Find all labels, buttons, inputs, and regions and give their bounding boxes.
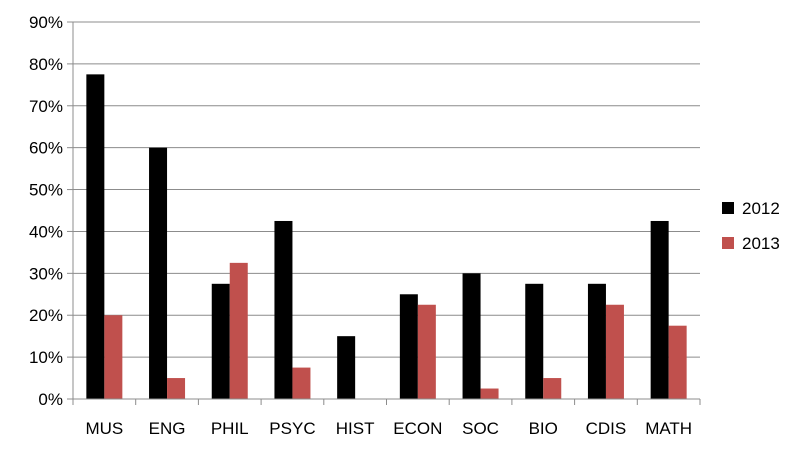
x-tick-label-bio: BIO xyxy=(529,419,558,438)
x-tick-label-econ: ECON xyxy=(393,419,442,438)
y-axis-tick-labels: 0% 10% 20% 30% 40% 50% 60% 70% 80% 90% xyxy=(29,13,63,409)
bar-2013-cdis xyxy=(605,304,624,399)
bar-2013-econ xyxy=(417,304,436,399)
gridlines xyxy=(67,21,700,400)
bar-2012-eng xyxy=(149,147,168,399)
bar-2012-hist xyxy=(337,336,356,399)
legend-swatch-2012 xyxy=(722,202,734,214)
bar-2012-math xyxy=(650,220,669,399)
y-tick-label: 80% xyxy=(29,55,63,74)
y-tick-label: 30% xyxy=(29,264,63,283)
x-tick-label-psyc: PSYC xyxy=(269,419,315,438)
bar-2012-psyc xyxy=(274,220,293,399)
x-tick-label-math: MATH xyxy=(645,419,692,438)
y-tick-label: 0% xyxy=(38,390,63,409)
bar-2012-cdis xyxy=(587,283,606,399)
y-tick-label: 20% xyxy=(29,306,63,325)
bar-2013-bio xyxy=(543,378,562,399)
x-axis-tick-labels: MUS ENG PHIL PSYC HIST ECON SOC BIO CDIS MATH xyxy=(85,419,692,438)
bar-2013-soc xyxy=(480,388,499,399)
bar-2013-phil xyxy=(229,262,248,399)
x-tick-label-hist: HIST xyxy=(336,419,375,438)
y-tick-label: 10% xyxy=(29,348,63,367)
bar-2012-soc xyxy=(462,273,481,399)
y-tick-label: 90% xyxy=(29,13,63,32)
x-tick-label-soc: SOC xyxy=(462,419,499,438)
bar-2013-mus xyxy=(104,315,123,399)
axes xyxy=(72,22,701,405)
y-tick-label: 50% xyxy=(29,181,63,200)
legend: 2012 2013 xyxy=(722,199,780,253)
y-tick-label: 60% xyxy=(29,139,63,158)
legend-swatch-2013 xyxy=(722,237,734,249)
bar-2012-phil xyxy=(211,283,230,399)
bars xyxy=(86,74,687,399)
bar-2013-eng xyxy=(167,378,186,399)
x-tick-label-mus: MUS xyxy=(85,419,123,438)
legend-label-2012: 2012 xyxy=(742,199,780,218)
bar-2012-mus xyxy=(86,74,105,399)
y-tick-label: 70% xyxy=(29,97,63,116)
legend-label-2013: 2013 xyxy=(742,234,780,253)
x-tick-label-eng: ENG xyxy=(149,419,186,438)
bar-2013-psyc xyxy=(292,367,311,399)
y-tick-label: 40% xyxy=(29,222,63,241)
bar-2012-bio xyxy=(525,283,544,399)
bar-2013-math xyxy=(668,325,687,399)
x-tick-label-cdis: CDIS xyxy=(586,419,627,438)
x-tick-label-phil: PHIL xyxy=(211,419,249,438)
bar-2012-econ xyxy=(399,294,418,399)
